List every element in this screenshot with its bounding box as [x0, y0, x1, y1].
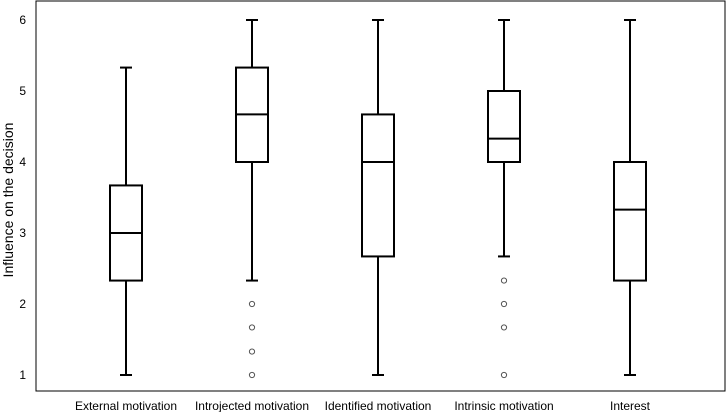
iqr-box: [361, 113, 395, 258]
outlier-point: [248, 348, 256, 355]
y-tick-label: 2: [19, 297, 26, 311]
x-category-label: Interest: [610, 399, 651, 412]
y-axis-ticks: 1 2 3 4 5 6: [19, 13, 26, 382]
box-4: [487, 19, 521, 379]
x-category-label: Identified motivation: [325, 399, 432, 412]
y-tick-label: 6: [19, 13, 26, 27]
y-tick-label: 1: [19, 368, 26, 382]
x-category-label: Introjected motivation: [195, 399, 309, 412]
outlier-point: [500, 324, 508, 331]
outlier-point: [248, 324, 256, 331]
y-tick-label: 4: [19, 155, 26, 169]
y-tick-label: 5: [19, 84, 26, 98]
box-series: [109, 19, 647, 379]
box-1: [109, 66, 143, 376]
iqr-box: [613, 161, 647, 282]
outlier-point: [248, 371, 256, 379]
outlier-point: [248, 300, 256, 308]
outlier-point: [500, 300, 508, 308]
y-axis-title: Influence on the decision: [0, 123, 16, 278]
y-tick-label: 3: [19, 226, 26, 240]
iqr-box: [487, 90, 521, 163]
outlier-point: [500, 277, 508, 284]
plot-frame: [35, 0, 726, 392]
box-5: [613, 19, 647, 376]
x-category-label: External motivation: [75, 399, 177, 412]
x-axis-labels: External motivation Introjected motivatio…: [75, 399, 651, 412]
box-2: [235, 19, 269, 379]
x-category-label: Intrinsic motivation: [454, 399, 553, 412]
outlier-point: [500, 371, 508, 379]
box-3: [361, 19, 395, 376]
